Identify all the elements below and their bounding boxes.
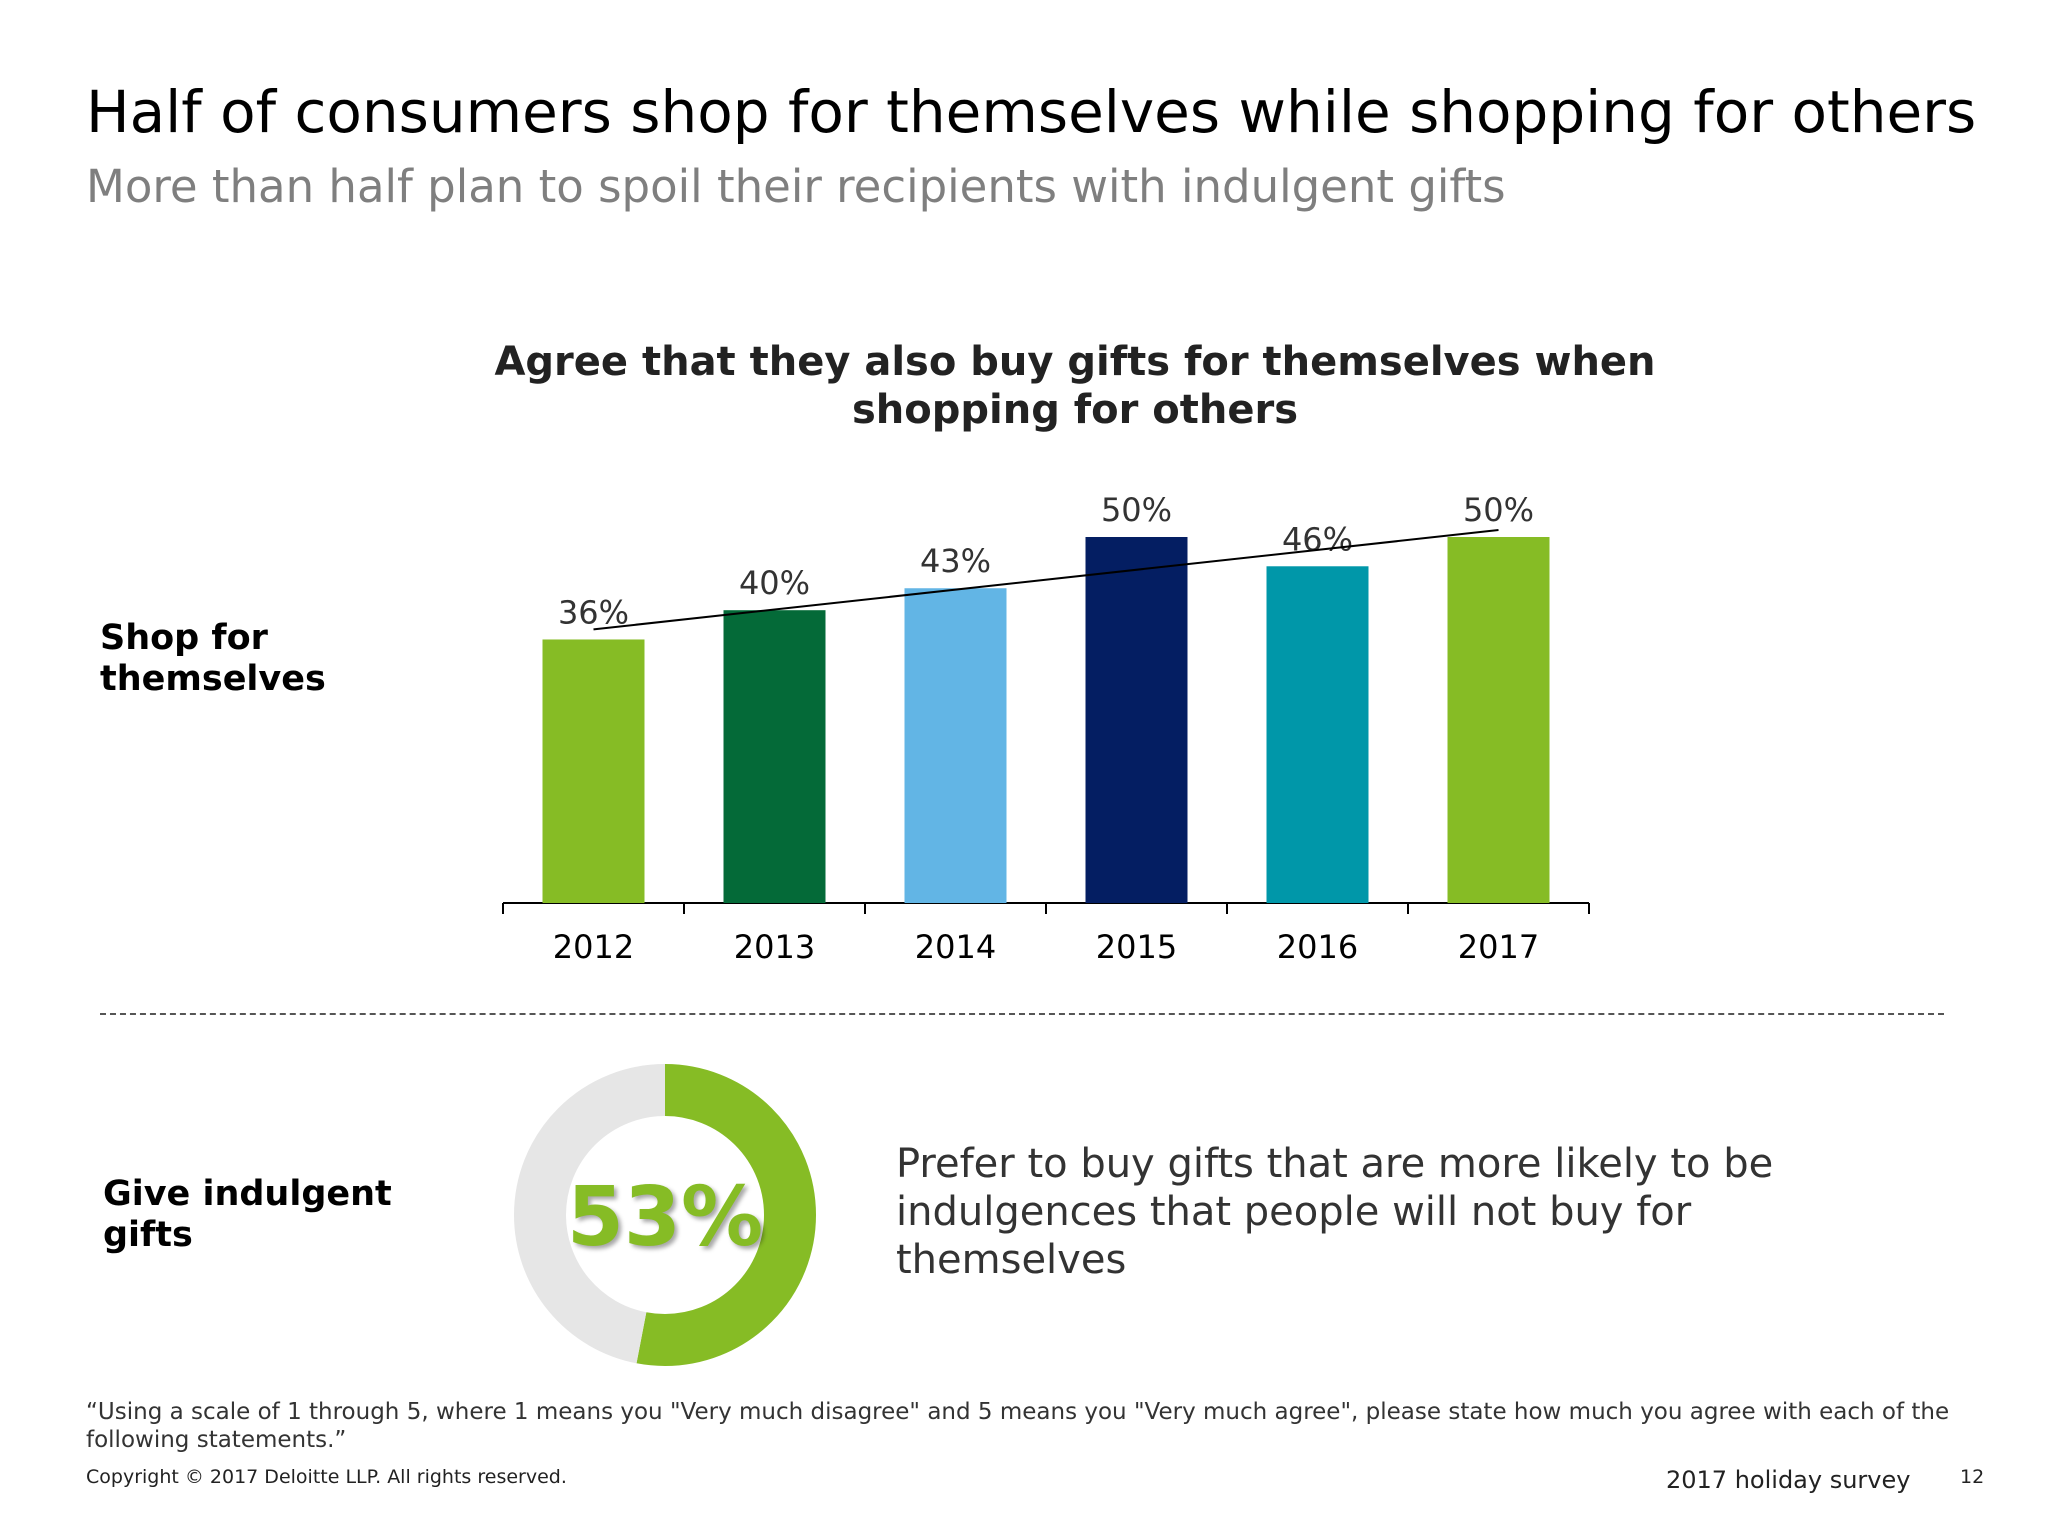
x-tick-label-2016: 2016 <box>1277 928 1358 966</box>
row-label-shop-for-themselves: Shop for themselves <box>100 618 326 699</box>
data-label-2013: 40% <box>739 564 810 602</box>
bar-2014 <box>904 588 1007 903</box>
donut-center-value: 53% <box>566 1170 764 1265</box>
bar-chart: 36%201240%201343%201450%201546%201650%20… <box>502 491 1590 966</box>
x-tick-label-2013: 2013 <box>734 928 815 966</box>
bar-2016 <box>1266 566 1369 903</box>
slide-subtitle: More than half plan to spoil their recip… <box>86 160 1506 213</box>
row-label-give-indulgent-gifts: Give indulgent gifts <box>103 1174 392 1255</box>
chart-title: Agree that they also buy gifts for thems… <box>494 339 1656 433</box>
copyright-notice: Copyright © 2017 Deloitte LLP. All right… <box>86 1466 567 1488</box>
x-tick-label-2014: 2014 <box>915 928 996 966</box>
section-divider <box>100 1013 1944 1015</box>
data-label-2017: 50% <box>1463 491 1534 529</box>
data-label-2015: 50% <box>1101 491 1172 529</box>
slide-title: Half of consumers shop for themselves wh… <box>86 78 1977 146</box>
x-tick-label-2012: 2012 <box>553 928 634 966</box>
trendline <box>593 529 1499 631</box>
bar-2012 <box>542 639 645 903</box>
x-tick-label-2017: 2017 <box>1458 928 1539 966</box>
bar-2017 <box>1447 537 1550 903</box>
donut-slice-remainder <box>514 1064 816 1366</box>
survey-question-footnote: “Using a scale of 1 through 5, where 1 m… <box>86 1399 1950 1453</box>
donut-chart <box>514 1064 816 1366</box>
data-label-2012: 36% <box>558 593 629 631</box>
data-label-2014: 43% <box>920 542 991 580</box>
page-number: 12 <box>1960 1466 1985 1488</box>
survey-name: 2017 holiday survey <box>1666 1466 1911 1494</box>
bar-2013 <box>723 610 826 903</box>
x-tick-label-2015: 2015 <box>1096 928 1177 966</box>
bar-2015 <box>1085 537 1188 903</box>
indulgent-gifts-statement: Prefer to buy gifts that are more likely… <box>896 1141 1774 1283</box>
